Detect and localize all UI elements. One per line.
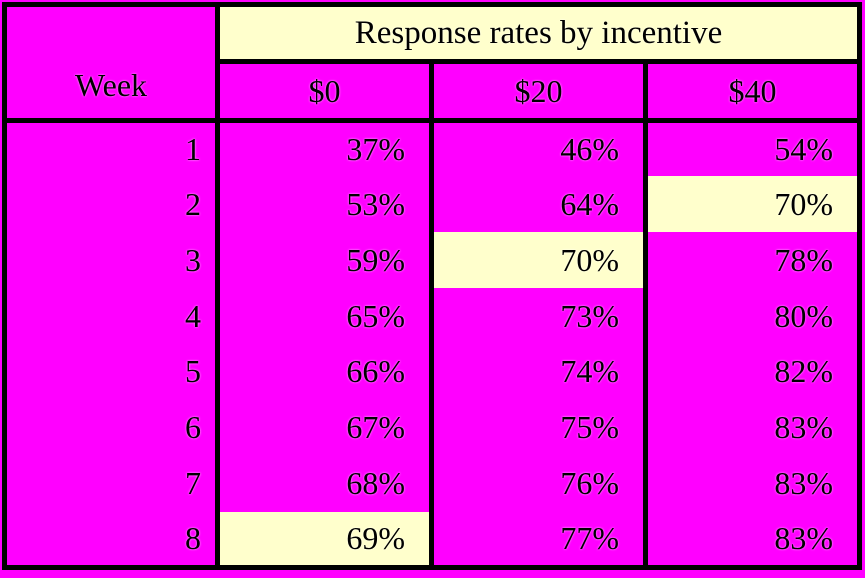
week-cell: 8 [2, 511, 220, 568]
value-cell: 83% [643, 455, 862, 512]
value-cell: 59% [215, 232, 434, 289]
column-header-40-dollar: $40 [643, 59, 862, 123]
response-rates-table: Week Response rates by incentive $0 $20 … [2, 2, 862, 570]
table-row: 3 59% 70% 78% [2, 232, 862, 289]
value-cell: 68% [215, 455, 434, 512]
value-cell: 64% [429, 176, 648, 233]
column-header-20-dollar: $20 [429, 59, 648, 123]
column-header-0-dollar: $0 [215, 59, 434, 123]
value-cell: 78% [643, 232, 862, 289]
value-cell: 70% [643, 176, 862, 233]
table-row: 7 68% 76% 83% [2, 455, 862, 512]
table-row: 8 69% 77% 83% [2, 511, 862, 568]
value-cell: 80% [643, 288, 862, 344]
column-header-row: $0 $20 $40 [5, 59, 862, 123]
week-column-header: Week [2, 2, 220, 123]
value-cell: 66% [215, 344, 434, 400]
value-cell: 83% [643, 511, 862, 568]
week-cell: 1 [2, 120, 220, 177]
week-cell: 4 [2, 288, 220, 344]
week-cell: 6 [2, 399, 220, 456]
value-cell: 67% [215, 399, 434, 456]
value-cell: 70% [429, 232, 648, 289]
value-cell: 83% [643, 399, 862, 456]
table-row: 4 65% 73% 80% [2, 288, 862, 344]
title-row: Week Response rates by incentive [2, 2, 862, 123]
value-cell: 69% [215, 511, 434, 568]
week-cell: 2 [2, 176, 220, 233]
value-cell: 74% [429, 344, 648, 400]
week-cell: 5 [2, 344, 220, 400]
table-title: Response rates by incentive [215, 2, 862, 64]
table-row: 2 53% 64% 70% [2, 176, 862, 233]
value-cell: 77% [429, 511, 648, 568]
table-row: 6 67% 75% 83% [2, 399, 862, 456]
value-cell: 46% [429, 120, 648, 177]
value-cell: 73% [429, 288, 648, 344]
week-cell: 7 [2, 455, 220, 512]
value-cell: 54% [643, 120, 862, 177]
value-cell: 82% [643, 344, 862, 400]
value-cell: 53% [215, 176, 434, 233]
value-cell: 37% [215, 120, 434, 177]
value-cell: 75% [429, 399, 648, 456]
value-cell: 65% [215, 288, 434, 344]
table-row: 5 66% 74% 82% [2, 344, 862, 400]
value-cell: 76% [429, 455, 648, 512]
table-row: 1 37% 46% 54% [2, 120, 862, 177]
table-body: 1 37% 46% 54% 2 53% 64% 70% 3 59% 70% 78… [2, 120, 862, 568]
week-cell: 3 [2, 232, 220, 289]
